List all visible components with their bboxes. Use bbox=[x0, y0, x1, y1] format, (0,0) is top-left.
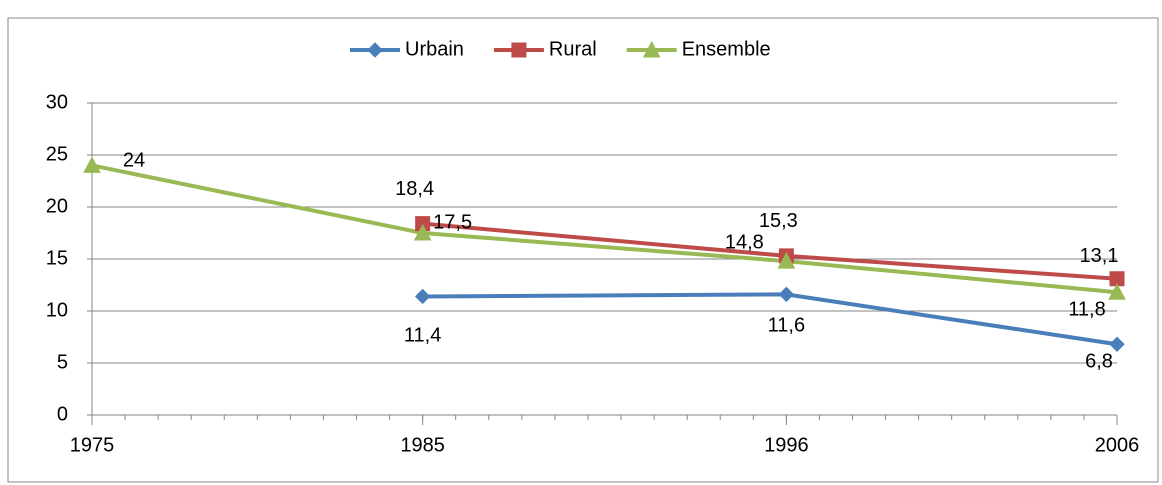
marker bbox=[1109, 336, 1125, 352]
x-tick-label: 1985 bbox=[400, 434, 445, 456]
y-tick-label: 30 bbox=[46, 91, 68, 113]
marker bbox=[1109, 271, 1125, 287]
data-label: 13,1 bbox=[1080, 245, 1119, 267]
marker bbox=[777, 252, 796, 269]
y-tick-label: 25 bbox=[46, 143, 68, 165]
legend-label: Rural bbox=[549, 38, 597, 60]
x-tick-label: 1975 bbox=[70, 434, 115, 456]
data-label: 11,8 bbox=[1068, 299, 1105, 321]
marker bbox=[414, 288, 431, 305]
legend-label: Ensemble bbox=[682, 38, 771, 60]
marker bbox=[367, 42, 383, 58]
legend-label: Urbain bbox=[405, 38, 464, 60]
y-tick-label: 5 bbox=[57, 351, 68, 373]
data-label: 11,6 bbox=[768, 315, 805, 337]
marker bbox=[415, 216, 431, 232]
data-label: 24 bbox=[123, 150, 145, 172]
marker bbox=[642, 40, 661, 58]
data-label: 18,4 bbox=[395, 178, 434, 200]
data-label: 17,5 bbox=[433, 211, 472, 233]
marker bbox=[511, 42, 527, 58]
data-label: 11,4 bbox=[404, 325, 441, 347]
data-label: 6,8 bbox=[1085, 351, 1113, 373]
y-tick-label: 0 bbox=[57, 403, 68, 425]
x-tick-label: 1996 bbox=[764, 434, 809, 456]
marker bbox=[83, 156, 101, 173]
marker bbox=[778, 286, 795, 303]
data-label: 14,8 bbox=[725, 231, 764, 253]
x-tick-label: 2006 bbox=[1095, 434, 1140, 456]
y-tick-label: 15 bbox=[46, 247, 68, 269]
y-tick-label: 10 bbox=[46, 299, 68, 321]
series-line bbox=[91, 163, 1118, 295]
marker bbox=[1108, 283, 1126, 300]
marker bbox=[413, 223, 432, 241]
data-label: 15,3 bbox=[759, 210, 798, 232]
chart-frame bbox=[7, 17, 1159, 483]
y-tick-label: 20 bbox=[46, 195, 68, 217]
